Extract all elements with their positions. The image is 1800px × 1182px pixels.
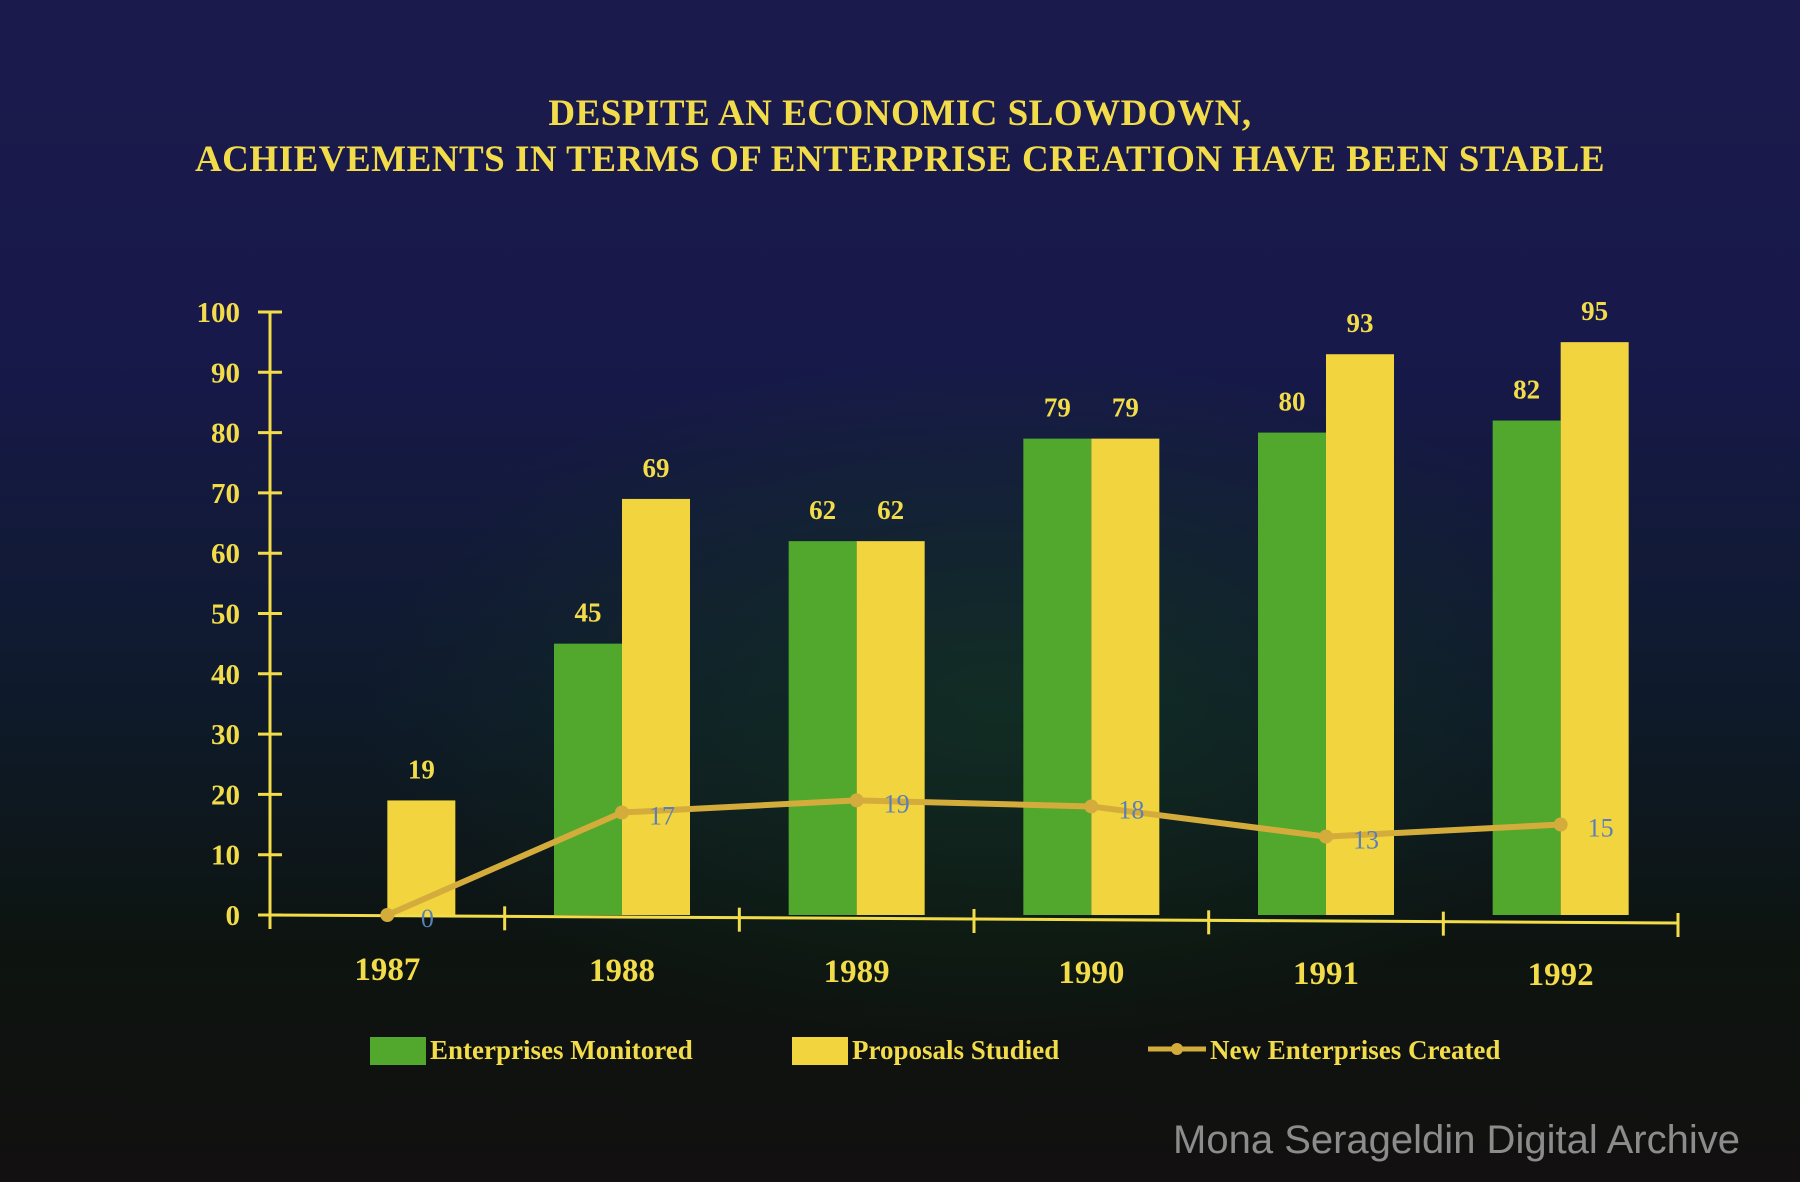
chart-title-line-2: ACHIEVEMENTS IN TERMS OF ENTERPRISE CREA… xyxy=(194,139,1606,180)
x-tick-label: 1992 xyxy=(1528,957,1594,993)
y-tick-label: 10 xyxy=(211,840,240,872)
bar-value-label: 95 xyxy=(1581,296,1608,326)
y-tick-label: 60 xyxy=(211,538,240,570)
y-tick-label: 80 xyxy=(211,418,240,450)
bar-value-label: 79 xyxy=(1112,393,1139,423)
line-value-label: 19 xyxy=(884,789,910,818)
x-tick-label: 1989 xyxy=(824,954,890,990)
bar-proposals-studied xyxy=(622,498,690,915)
bar-enterprises-monitored xyxy=(554,643,622,915)
y-tick-label: 90 xyxy=(211,357,240,389)
x-tick-label: 1987 xyxy=(354,952,420,988)
legend-label: Proposals Studied xyxy=(852,1035,1060,1065)
bar-enterprises-monitored xyxy=(1023,438,1092,915)
bar-enterprises-monitored xyxy=(788,541,857,915)
bar-enterprises-monitored xyxy=(1492,420,1561,915)
bar-value-label: 93 xyxy=(1347,308,1374,338)
x-tick-label: 1990 xyxy=(1058,955,1124,991)
line-value-label: 18 xyxy=(1118,795,1144,824)
line-point xyxy=(380,908,395,922)
bar-value-label: 69 xyxy=(643,453,670,483)
bar-value-label: 19 xyxy=(408,754,435,784)
legend-line-marker-icon xyxy=(1148,1042,1206,1055)
bar-value-label: 82 xyxy=(1513,375,1540,405)
watermark: Mona Serageldin Digital Archive xyxy=(1173,1118,1740,1162)
y-tick-label: 100 xyxy=(197,297,241,329)
line-value-label: 13 xyxy=(1353,826,1379,855)
bar-proposals-studied xyxy=(856,541,925,915)
legend-label: Enterprises Monitored xyxy=(430,1035,693,1065)
legend-item-proposals-studied: Proposals Studied xyxy=(792,1035,1059,1066)
bar-value-label: 79 xyxy=(1044,393,1071,423)
x-tick-label: 1988 xyxy=(589,953,655,989)
bar-proposals-studied xyxy=(1560,342,1629,915)
y-tick-label: 40 xyxy=(211,659,240,691)
line-value-label: 17 xyxy=(649,801,675,830)
line-value-label: 0 xyxy=(421,904,434,933)
y-tick-label: 20 xyxy=(211,779,240,811)
bar-proposals-studied xyxy=(1326,354,1394,916)
legend-label: New Enterprises Created xyxy=(1210,1035,1501,1065)
y-tick-label: 70 xyxy=(211,478,240,510)
legend-item-new-enterprises-created: New Enterprises Created xyxy=(1148,1035,1500,1066)
bar-value-label: 80 xyxy=(1279,387,1306,417)
bar-value-label: 62 xyxy=(809,495,836,525)
line-point xyxy=(615,805,629,820)
y-tick-label: 50 xyxy=(211,599,240,631)
legend-swatch-yellow xyxy=(792,1036,848,1065)
bar-value-label: 62 xyxy=(877,495,904,525)
bar-value-label: 45 xyxy=(575,598,602,628)
line-value-label: 15 xyxy=(1588,814,1614,843)
line-point xyxy=(1319,829,1333,844)
y-tick-label: 30 xyxy=(211,719,240,751)
bar-enterprises-monitored xyxy=(1258,432,1326,915)
line-point xyxy=(1084,799,1099,814)
x-tick-label: 1991 xyxy=(1293,956,1359,992)
legend-swatch-green xyxy=(370,1036,426,1065)
bar-proposals-studied xyxy=(387,800,456,915)
line-point xyxy=(1553,817,1568,832)
bar-proposals-studied xyxy=(1091,438,1160,915)
y-tick-label: 0 xyxy=(226,900,241,932)
chart-title-line-1: DESPITE AN ECONOMIC SLOWDOWN, xyxy=(548,93,1252,134)
line-new-enterprises-created xyxy=(386,797,1561,918)
line-point xyxy=(849,793,864,808)
legend-item-enterprises-monitored: Enterprises Monitored xyxy=(370,1035,693,1066)
